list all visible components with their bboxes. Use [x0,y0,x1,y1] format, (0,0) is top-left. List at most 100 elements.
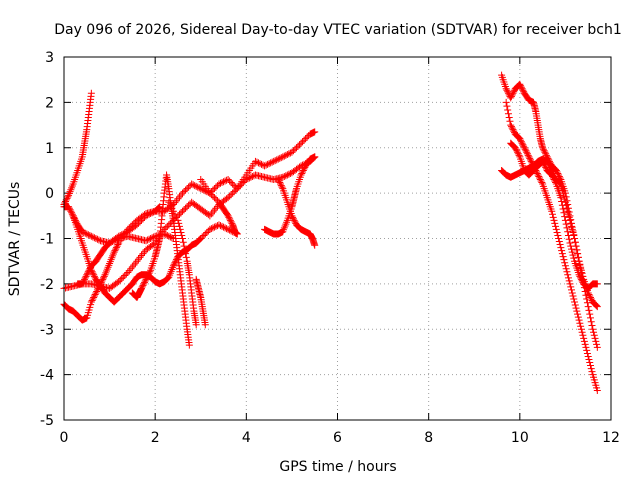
data-point [593,343,601,351]
data-point [540,160,548,168]
data-point [177,191,185,199]
data-point [206,225,214,233]
data-point [212,222,220,230]
x-tick-label: 6 [333,430,342,446]
data-point [200,231,208,239]
data-point [564,228,572,236]
data-point [564,274,572,282]
data-point [118,275,126,283]
data-point [298,169,306,177]
data-point [230,188,238,196]
data-point [87,232,95,240]
data-point [92,235,100,242]
data-point [563,204,571,212]
data-point [146,268,154,276]
data-point [580,334,588,342]
data-point [592,301,600,309]
data-point [508,124,516,132]
data-point [279,153,287,161]
data-point [522,147,530,155]
data-point [224,212,232,220]
data-point [557,194,565,202]
data-point [573,246,581,254]
data-point [191,182,199,190]
data-point [169,207,177,215]
data-point [565,277,573,285]
data-point [506,117,514,125]
series-track-14 [502,98,601,395]
series-track-9 [192,275,209,329]
data-point [114,241,122,249]
data-point [277,182,285,190]
data-point [590,331,598,339]
data-point [210,194,218,202]
data-point [198,185,206,193]
data-point [232,186,240,194]
data-point [311,241,319,249]
data-point [134,255,142,263]
data-point [200,186,208,194]
data-point [564,271,572,279]
data-point [258,160,266,168]
data-point [209,186,217,194]
data-point [121,272,129,280]
data-point [192,182,200,190]
data-point [548,171,556,179]
data-point [539,144,547,152]
data-point [568,225,576,233]
data-point [564,231,572,239]
data-point [593,280,601,288]
data-point [568,248,576,256]
data-point [291,145,299,153]
series-track-12 [274,176,319,249]
data-point [141,277,149,285]
data-point [194,183,202,191]
data-point [593,303,601,311]
data-point [292,144,300,152]
data-point [80,228,88,236]
data-point [174,195,182,203]
data-point [558,250,566,258]
data-point [570,254,578,262]
data-point [514,148,522,156]
data-point [165,232,173,240]
data-point [242,176,250,184]
data-point [290,216,298,224]
data-point [289,213,297,221]
data-point [525,153,533,161]
data-point [566,239,574,247]
data-point [583,346,591,354]
data-point [574,313,582,321]
data-point [83,271,91,279]
data-point [89,233,97,241]
data-point [145,269,153,277]
data-point [182,253,190,261]
data-point [251,157,259,165]
data-point [141,248,149,256]
data-point [571,301,579,309]
data-point [84,231,92,239]
data-point [561,262,569,270]
data-point [571,298,579,306]
grid-lines [64,57,611,420]
data-point [115,278,123,286]
data-point [536,174,544,182]
data-point [139,215,147,223]
data-point [238,180,246,188]
data-point [504,88,512,96]
series-track-5 [74,203,164,288]
data-point [549,210,557,218]
data-point [561,198,569,206]
data-point [593,387,601,395]
data-point [549,172,557,180]
data-point [134,219,142,227]
series-track-10 [197,176,241,238]
data-point [550,216,558,224]
data-point [504,106,512,114]
data-point [586,359,594,367]
data-point [555,235,563,242]
data-point [564,207,572,215]
data-point [516,135,524,143]
data-point [88,297,96,305]
data-point [297,171,305,179]
